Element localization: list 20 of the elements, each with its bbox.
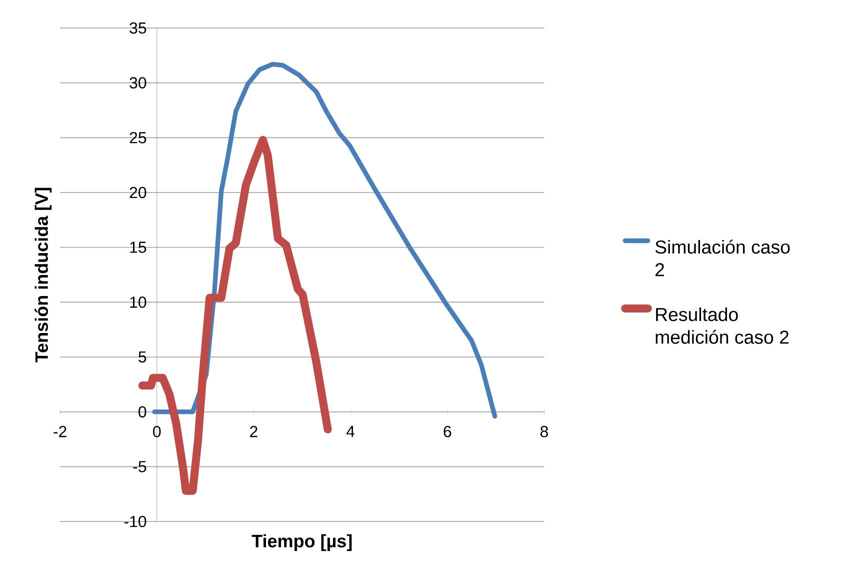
- legend-label: Resultado medición caso 2: [656, 308, 789, 344]
- x-tick-label: 4: [346, 426, 355, 437]
- y-tick-label: 10: [130, 296, 146, 308]
- y-tick-label: 0: [138, 406, 146, 418]
- y-tick-label: 15: [130, 242, 146, 253]
- x-tick-label: 2: [250, 426, 258, 438]
- x-tick-label: 8: [540, 426, 548, 438]
- legend-label: Simulación caso 2: [655, 240, 790, 276]
- y-tick-label: 20: [130, 186, 146, 198]
- x-axis-title: Tiempo [µs]: [252, 534, 352, 552]
- y-tick-label: 35: [130, 22, 146, 34]
- x-tick-label: 0: [153, 426, 161, 438]
- x-tick-label: -2: [54, 426, 66, 438]
- y-tick-label: 5: [138, 352, 146, 363]
- y-tick-label: 25: [130, 132, 146, 144]
- y-tick-label: 30: [130, 77, 146, 89]
- y-tick-label: -5: [133, 461, 146, 472]
- x-tick-label: 6: [444, 426, 452, 438]
- y-axis-title: Tensión inducida [V]: [34, 188, 52, 362]
- y-tick-label: -10: [124, 516, 146, 528]
